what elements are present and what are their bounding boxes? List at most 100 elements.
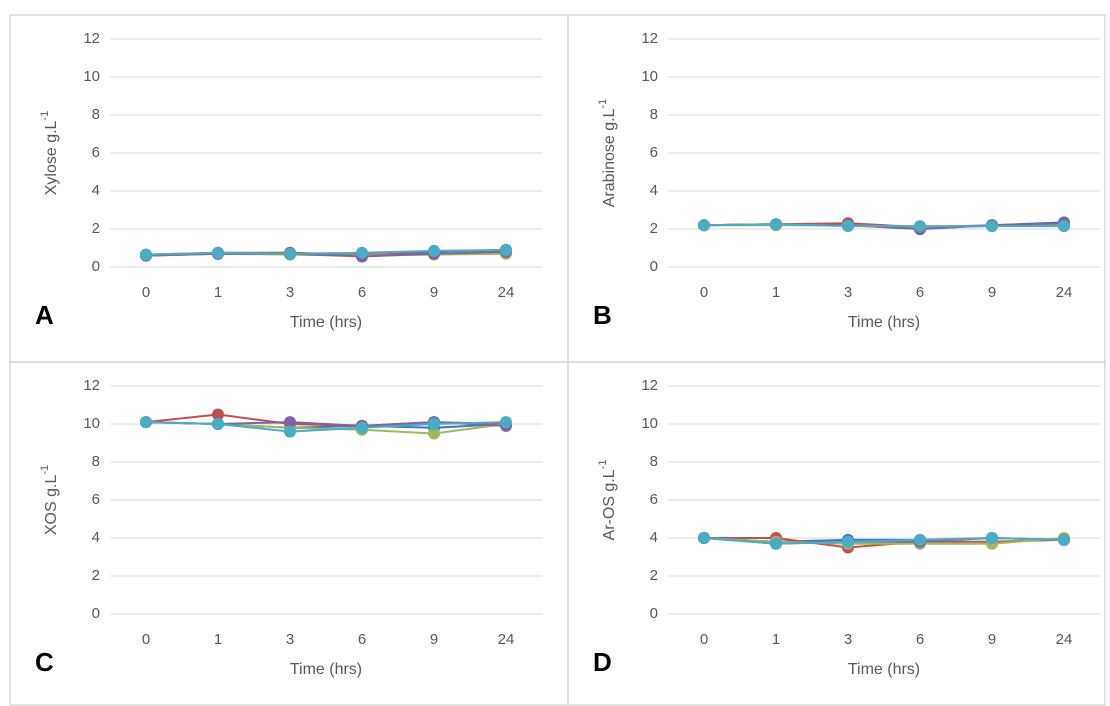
x-axis-title: Time (hrs) [848, 661, 920, 678]
y-tick-label: 8 [92, 106, 100, 123]
series-marker [500, 244, 512, 256]
y-tick-label: 10 [641, 415, 658, 432]
y-axis-title-superscript: -1 [39, 111, 51, 121]
y-tick-label: 4 [92, 182, 100, 199]
x-tick-label: 3 [286, 284, 294, 301]
y-tick-label: 4 [650, 529, 658, 546]
y-tick-label: 2 [92, 220, 100, 237]
series-marker [428, 245, 440, 257]
x-tick-label: 24 [498, 284, 515, 301]
y-axis-title: Ar-OS g.L-1 [597, 460, 618, 541]
series-marker [842, 536, 854, 548]
y-tick-label: 4 [92, 529, 100, 546]
series-marker [140, 249, 152, 261]
x-tick-label: 1 [772, 284, 780, 301]
x-tick-label: 6 [358, 284, 366, 301]
series-marker [914, 534, 926, 546]
y-axis-title-text: Ar-OS g.L [601, 469, 618, 540]
y-tick-label: 0 [650, 258, 658, 275]
y-tick-label: 2 [650, 567, 658, 584]
y-tick-label: 4 [650, 182, 658, 199]
figure: 0246810120136924Time (hrs)Xylose g.L-1A0… [0, 0, 1110, 706]
y-tick-label: 2 [92, 567, 100, 584]
series-marker [698, 532, 710, 544]
series-marker [698, 219, 710, 231]
x-axis-title: Time (hrs) [848, 314, 920, 331]
x-tick-label: 9 [430, 631, 438, 648]
x-tick-label: 0 [142, 631, 150, 648]
series-marker [1058, 534, 1070, 546]
x-tick-label: 6 [916, 631, 924, 648]
x-tick-label: 9 [988, 284, 996, 301]
y-tick-label: 12 [641, 377, 658, 394]
series-marker [356, 422, 368, 434]
y-axis-title-text: Xylose g.L [43, 120, 60, 195]
y-tick-label: 0 [92, 605, 100, 622]
x-tick-label: 0 [142, 284, 150, 301]
series-marker [986, 532, 998, 544]
series-marker [284, 248, 296, 260]
y-axis-title-superscript: -1 [597, 99, 609, 109]
y-tick-label: 8 [92, 453, 100, 470]
x-axis-title: Time (hrs) [290, 661, 362, 678]
y-tick-label: 6 [650, 491, 658, 508]
panel-letter: D [593, 647, 612, 677]
series-marker [842, 220, 854, 232]
x-tick-label: 3 [844, 631, 852, 648]
x-tick-label: 24 [498, 631, 515, 648]
y-tick-label: 12 [83, 377, 100, 394]
series-marker [212, 418, 224, 430]
y-axis-title-superscript: -1 [597, 460, 609, 470]
y-axis-title-text: XOS g.L [43, 475, 60, 536]
series-marker [500, 416, 512, 428]
y-tick-label: 6 [92, 144, 100, 161]
x-tick-label: 1 [214, 631, 222, 648]
y-tick-label: 0 [92, 258, 100, 275]
panel-frame [568, 362, 1105, 705]
y-tick-label: 6 [650, 144, 658, 161]
y-tick-label: 12 [641, 30, 658, 47]
series-marker [356, 247, 368, 259]
x-tick-label: 24 [1056, 284, 1073, 301]
y-axis-title: XOS g.L-1 [39, 465, 60, 535]
x-tick-label: 0 [700, 631, 708, 648]
y-tick-label: 2 [650, 220, 658, 237]
x-tick-label: 6 [358, 631, 366, 648]
panel-letter: C [35, 647, 54, 677]
y-axis-title: Xylose g.L-1 [39, 111, 60, 196]
y-axis-title-text: Arabinose g.L [601, 108, 618, 207]
y-axis-title-superscript: -1 [39, 465, 51, 475]
series-marker [986, 220, 998, 232]
x-tick-label: 3 [286, 631, 294, 648]
series-marker [428, 418, 440, 430]
y-tick-label: 10 [83, 415, 100, 432]
y-tick-label: 8 [650, 453, 658, 470]
x-tick-label: 24 [1056, 631, 1073, 648]
x-tick-label: 6 [916, 284, 924, 301]
series-marker [770, 538, 782, 550]
series-marker [770, 218, 782, 230]
y-tick-label: 0 [650, 605, 658, 622]
y-tick-label: 10 [83, 68, 100, 85]
series-marker [1058, 220, 1070, 232]
x-tick-label: 9 [988, 631, 996, 648]
x-tick-label: 9 [430, 284, 438, 301]
y-axis-title: Arabinose g.L-1 [597, 99, 618, 208]
x-tick-label: 1 [772, 631, 780, 648]
x-tick-label: 0 [700, 284, 708, 301]
series-marker [140, 416, 152, 428]
series-marker [914, 220, 926, 232]
series-marker [284, 426, 296, 438]
panel-letter: B [593, 300, 612, 330]
y-tick-label: 8 [650, 106, 658, 123]
x-axis-title: Time (hrs) [290, 314, 362, 331]
panel-letter: A [35, 300, 54, 330]
x-tick-label: 1 [214, 284, 222, 301]
y-tick-label: 10 [641, 68, 658, 85]
series-marker [212, 247, 224, 259]
y-tick-label: 6 [92, 491, 100, 508]
